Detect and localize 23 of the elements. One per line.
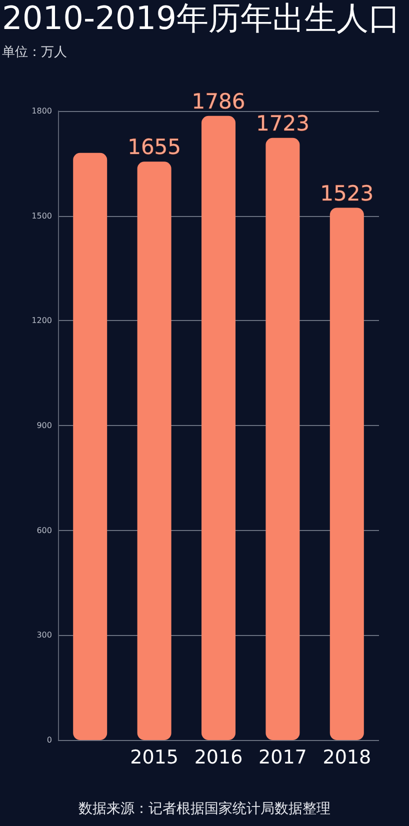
chart-subtitle: 单位：万人 [2,45,67,60]
y-tick-label: 600 [36,526,52,535]
data-label: 1786 [192,89,246,114]
y-tick-label: 300 [36,630,52,640]
y-tick-label: 900 [36,421,52,430]
bar [202,116,236,740]
data-label: 1655 [128,135,182,160]
bar [137,162,172,740]
data-label: 1723 [256,111,310,136]
x-tick-label: 2017 [258,746,307,768]
bar [330,208,364,740]
x-tick-label: 2015 [130,746,178,768]
bar [266,138,300,740]
y-tick-label: 0 [46,736,52,744]
data-label: 1523 [320,181,374,206]
x-tick-label: 2018 [322,746,372,768]
bar [73,152,108,740]
chart-title: 2010-2019年历年出生人口 [2,0,400,37]
y-tick-label: 1500 [32,211,52,220]
source-note: 数据来源：记者根据国家统计局数据整理 [78,801,330,817]
y-tick-label: 1800 [32,106,52,116]
y-tick-label: 1200 [32,316,52,326]
x-tick-label: 2016 [194,746,243,768]
